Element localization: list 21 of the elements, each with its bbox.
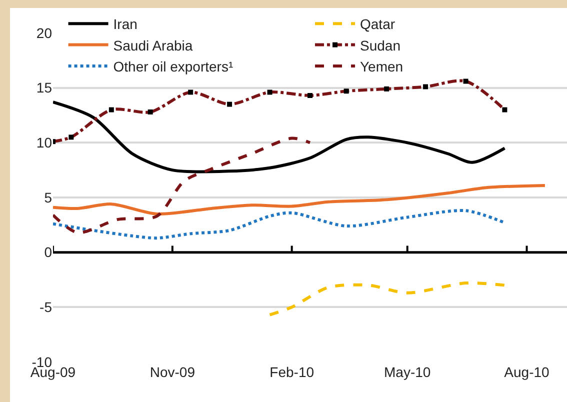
y-tick-label: 10 — [36, 134, 52, 151]
y-tick-label: -5 — [40, 299, 52, 316]
line-series — [53, 209, 506, 240]
legend-label: Qatar — [360, 16, 396, 32]
line-series — [268, 281, 506, 316]
y-tick-label: 15 — [36, 80, 52, 96]
x-tick-label: Feb-10 — [270, 364, 314, 380]
x-tick-label: Nov-09 — [150, 364, 196, 380]
legend-label: Sudan — [360, 37, 400, 54]
legend-label: Iran — [113, 16, 138, 32]
legend-label: Saudi Arabia — [113, 37, 193, 54]
legend-label: Other oil exporters¹ — [113, 58, 234, 74]
legend-label: Yemen — [360, 58, 404, 74]
line-series — [53, 100, 506, 174]
y-tick-label: 20 — [36, 24, 52, 41]
x-tick-label: May-10 — [384, 364, 431, 380]
line-series — [53, 184, 546, 216]
y-tick-label: 5 — [44, 189, 52, 206]
line-series — [53, 136, 312, 234]
x-tick-label: Aug-10 — [504, 364, 550, 380]
y-tick-label: 0 — [44, 244, 52, 260]
